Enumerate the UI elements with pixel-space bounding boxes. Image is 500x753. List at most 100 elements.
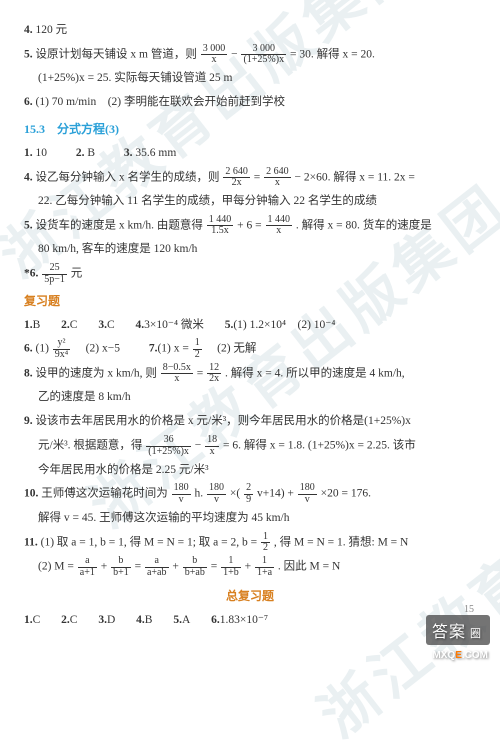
item-text: + bbox=[172, 561, 181, 573]
item-m5: 5. 设货车的速度是 x km/h. 由题意得 1 4401.5x + 6 = … bbox=[24, 215, 476, 237]
fraction: 1 4401.5x bbox=[207, 215, 234, 237]
item-4: 4. 120 元 bbox=[24, 20, 476, 42]
item-text: . 因此 M = N bbox=[278, 561, 340, 573]
item-number: *6. bbox=[24, 268, 38, 280]
item-number: 4. bbox=[24, 171, 33, 183]
item-text: = bbox=[135, 561, 144, 573]
fraction: 180v bbox=[298, 483, 317, 505]
item-number: 1. bbox=[24, 614, 33, 626]
item-text: 设货车的速度是 x km/h. 由题意得 bbox=[36, 220, 206, 232]
item-6: 6. (1) 70 m/min (2) 李明能在联欢会开始前赶到学校 bbox=[24, 92, 476, 114]
item-number: 8. bbox=[24, 368, 33, 380]
fraction: aa+ab bbox=[145, 556, 169, 578]
item-text: (1) 1.2×10⁴ (2) 10⁻⁴ bbox=[233, 319, 335, 331]
item-number: 4. bbox=[136, 614, 145, 626]
row-123: 1. 10 2. B 3. 35.6 mm bbox=[24, 143, 476, 165]
final-row: 1.C 2.C 3.D 4.B 5.A 6.1.83×10⁻⁷ bbox=[24, 610, 476, 632]
item-number: 1. bbox=[24, 319, 33, 331]
url-part: .COM bbox=[462, 650, 488, 661]
review-11: 11. (1) 取 a = 1, b = 1, 得 M = N = 1; 取 a… bbox=[24, 532, 476, 554]
item-text: v+14) + bbox=[257, 488, 297, 500]
fraction: 3 000(1+25%)x bbox=[241, 44, 286, 66]
fraction: 3 000x bbox=[201, 44, 228, 66]
item-text: 设原计划每天铺设 x m 管道，则 bbox=[36, 48, 200, 60]
item-m4: 4. 设乙每分钟输入 x 名学生的成绩，则 2 6402x = 2 640x −… bbox=[24, 167, 476, 189]
page-number: 15 bbox=[464, 604, 474, 615]
item-text: 3×10⁻⁴ 微米 bbox=[144, 319, 204, 331]
item-number: 4. bbox=[24, 24, 33, 36]
item-cont: 乙的速度是 8 km/h bbox=[24, 387, 476, 409]
item-number: 5. bbox=[24, 220, 33, 232]
fraction: y²9x⁴ bbox=[53, 338, 71, 360]
item-number: 1. bbox=[24, 147, 33, 159]
item-cont: (1+25%)x = 25. 实际每天铺设管道 25 m bbox=[24, 68, 476, 90]
item-cont: 80 km/h, 客车的速度是 120 km/h bbox=[24, 239, 476, 261]
item-text: (2) M = bbox=[38, 561, 77, 573]
item-number: 9. bbox=[24, 415, 33, 427]
fraction: 180v bbox=[207, 483, 226, 505]
item-text: 设该市去年居民用水的价格是 x 元/米³，则今年居民用水的价格是(1+25%)x bbox=[36, 415, 411, 427]
item-number: 2. bbox=[61, 319, 70, 331]
item-text: − 2×60. 解得 x = 11. 2x = bbox=[295, 171, 415, 183]
fraction: 255p−1 bbox=[42, 263, 67, 285]
item-number: 11. bbox=[24, 536, 38, 548]
item-text: 10 bbox=[36, 147, 48, 159]
item-text: + bbox=[101, 561, 110, 573]
item-number: 3. bbox=[98, 319, 107, 331]
item-text: (2) x−5 bbox=[74, 343, 120, 355]
fraction: 2 6402x bbox=[223, 167, 250, 189]
item-text: = 6. 解得 x = 1.8. (1+25%)x = 2.25. 该市 bbox=[223, 440, 416, 452]
item-text: B bbox=[145, 614, 153, 626]
stamp-text: 答案 bbox=[432, 624, 466, 641]
fraction: 1 440x bbox=[266, 215, 293, 237]
item-number: 6. bbox=[24, 96, 33, 108]
item-text: ×20 = 176. bbox=[321, 488, 371, 500]
item-cont: 元/米³. 根据题意，得 36(1+25%)x − 18x = 6. 解得 x … bbox=[24, 435, 476, 457]
item-text: = bbox=[211, 561, 220, 573]
item-text: − bbox=[231, 48, 240, 60]
item-text: C bbox=[107, 319, 115, 331]
item-text: + bbox=[245, 561, 254, 573]
item-text: D bbox=[107, 614, 115, 626]
section-title: 15.3 分式方程(3) bbox=[24, 118, 476, 141]
item-text: . 解得 x = 80. 货车的速度是 bbox=[296, 220, 432, 232]
item-text: 设乙每分钟输入 x 名学生的成绩，则 bbox=[36, 171, 223, 183]
item-text: A bbox=[182, 614, 190, 626]
page-content: 4. 120 元 5. 设原计划每天铺设 x m 管道，则 3 000x − 3… bbox=[0, 0, 500, 643]
item-cont: 22. 乙每分钟输入 11 名学生的成绩，甲每分钟输入 22 名学生的成绩 bbox=[24, 191, 476, 213]
item-text: , 得 M = N = 1. 猜想: M = N bbox=[274, 536, 408, 548]
item-text: 王师傅这次运输花时间为 bbox=[41, 488, 170, 500]
fraction: 12 bbox=[193, 338, 202, 360]
item-text: = 30. 解得 x = 20. bbox=[290, 48, 375, 60]
item-text: B bbox=[33, 319, 41, 331]
item-text: h. bbox=[195, 488, 207, 500]
item-text: . 解得 x = 4. 所以甲的速度是 4 km/h, bbox=[225, 368, 405, 380]
review-row1: 1.B 2.C 3.C 4.3×10⁻⁴ 微米 5.(1) 1.2×10⁴ (2… bbox=[24, 315, 476, 337]
item-text: ×( bbox=[230, 488, 240, 500]
item-text: B bbox=[87, 147, 95, 159]
item-cont: 今年居民用水的价格是 2.25 元/米³ bbox=[24, 460, 476, 482]
item-text: (1) x = bbox=[157, 343, 191, 355]
stamp-badge: 圈 bbox=[468, 626, 484, 642]
item-number: 6. bbox=[211, 614, 220, 626]
item-text: (1) bbox=[36, 343, 52, 355]
item-number: 5. bbox=[24, 48, 33, 60]
review-8: 8. 设甲的速度为 x km/h, 则 8−0.5xx = 122x . 解得 … bbox=[24, 363, 476, 385]
item-text: (1) 70 m/min (2) 李明能在联欢会开始前赶到学校 bbox=[36, 96, 285, 108]
fraction: 11+a bbox=[255, 556, 274, 578]
item-text: 元/米³. 根据题意，得 bbox=[38, 440, 145, 452]
review-6-7: 6. (1) y²9x⁴ (2) x−5 7.(1) x = 12 (2) 无解 bbox=[24, 338, 476, 360]
fraction: 29 bbox=[244, 483, 253, 505]
item-text: 35.6 mm bbox=[135, 147, 176, 159]
item-number: 2. bbox=[76, 147, 85, 159]
url-part: MXQ bbox=[432, 650, 455, 661]
fraction: bb+1 bbox=[111, 556, 131, 578]
review-9: 9. 设该市去年居民用水的价格是 x 元/米³，则今年居民用水的价格是(1+25… bbox=[24, 411, 476, 433]
item-number: 4. bbox=[136, 319, 145, 331]
item-number: 5. bbox=[173, 614, 182, 626]
item-m6: *6. 255p−1 元 bbox=[24, 263, 476, 285]
item-number: 10. bbox=[24, 488, 38, 500]
item-text: (2) 无解 bbox=[206, 343, 257, 355]
fraction: 36(1+25%)x bbox=[146, 435, 191, 457]
review-10: 10. 王师傅这次运输花时间为 180v h. 180v ×( 29 v+14)… bbox=[24, 483, 476, 505]
